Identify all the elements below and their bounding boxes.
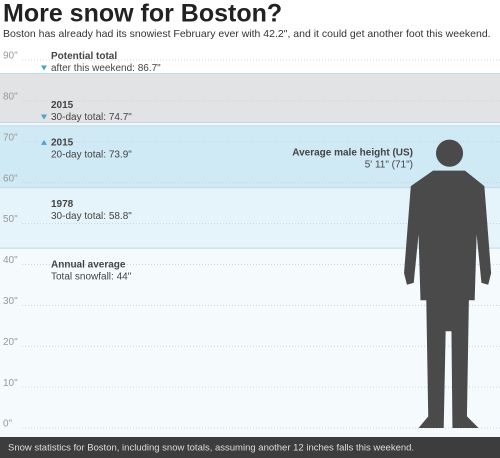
y-tick-label: 70" (3, 132, 18, 143)
plot-area: 0" 10" 20" 30" 40" 50" 60" 70" 80" 90" Potential t… (0, 51, 500, 437)
y-tick-label: 30" (3, 296, 18, 307)
level-marker (41, 65, 47, 71)
level-label: after this weekend: 86.7" (51, 63, 161, 74)
y-tick-label: 0" (3, 419, 13, 430)
person-head (435, 139, 464, 167)
person-body (404, 170, 492, 429)
person-label: 5' 11" (71") (365, 159, 413, 170)
y-tick-label: 40" (3, 255, 18, 266)
y-tick-label: 90" (3, 51, 18, 62)
level-label: Potential total (51, 51, 117, 62)
level-label: 2015 (51, 137, 74, 148)
level-label: 1978 (51, 199, 74, 210)
level-label: 2015 (51, 100, 74, 111)
snow-layer (0, 248, 500, 437)
y-tick-label: 10" (3, 378, 18, 389)
level-label: Annual average (51, 260, 126, 271)
person-silhouette (404, 139, 492, 429)
level-marker (41, 114, 47, 120)
chart-title: More snow for Boston? (3, 0, 282, 28)
level-label: Total snowfall: 44" (51, 272, 132, 283)
chart-subtitle: Boston has already had its snowiest Febr… (3, 28, 491, 40)
level-label: 30-day total: 74.7" (51, 112, 132, 123)
footer-band (0, 437, 500, 458)
footnote: Snow statistics for Boston, including sn… (8, 443, 414, 454)
person-label: Average male height (US) (292, 147, 413, 158)
y-tick-label: 20" (3, 337, 18, 348)
y-tick-label: 80" (3, 92, 18, 103)
y-tick-label: 60" (3, 173, 18, 184)
y-tick-label: 50" (3, 214, 18, 225)
level-marker (41, 139, 47, 145)
level-label: 20-day total: 73.9" (51, 149, 132, 160)
level-label: 30-day total: 58.8" (51, 211, 132, 222)
